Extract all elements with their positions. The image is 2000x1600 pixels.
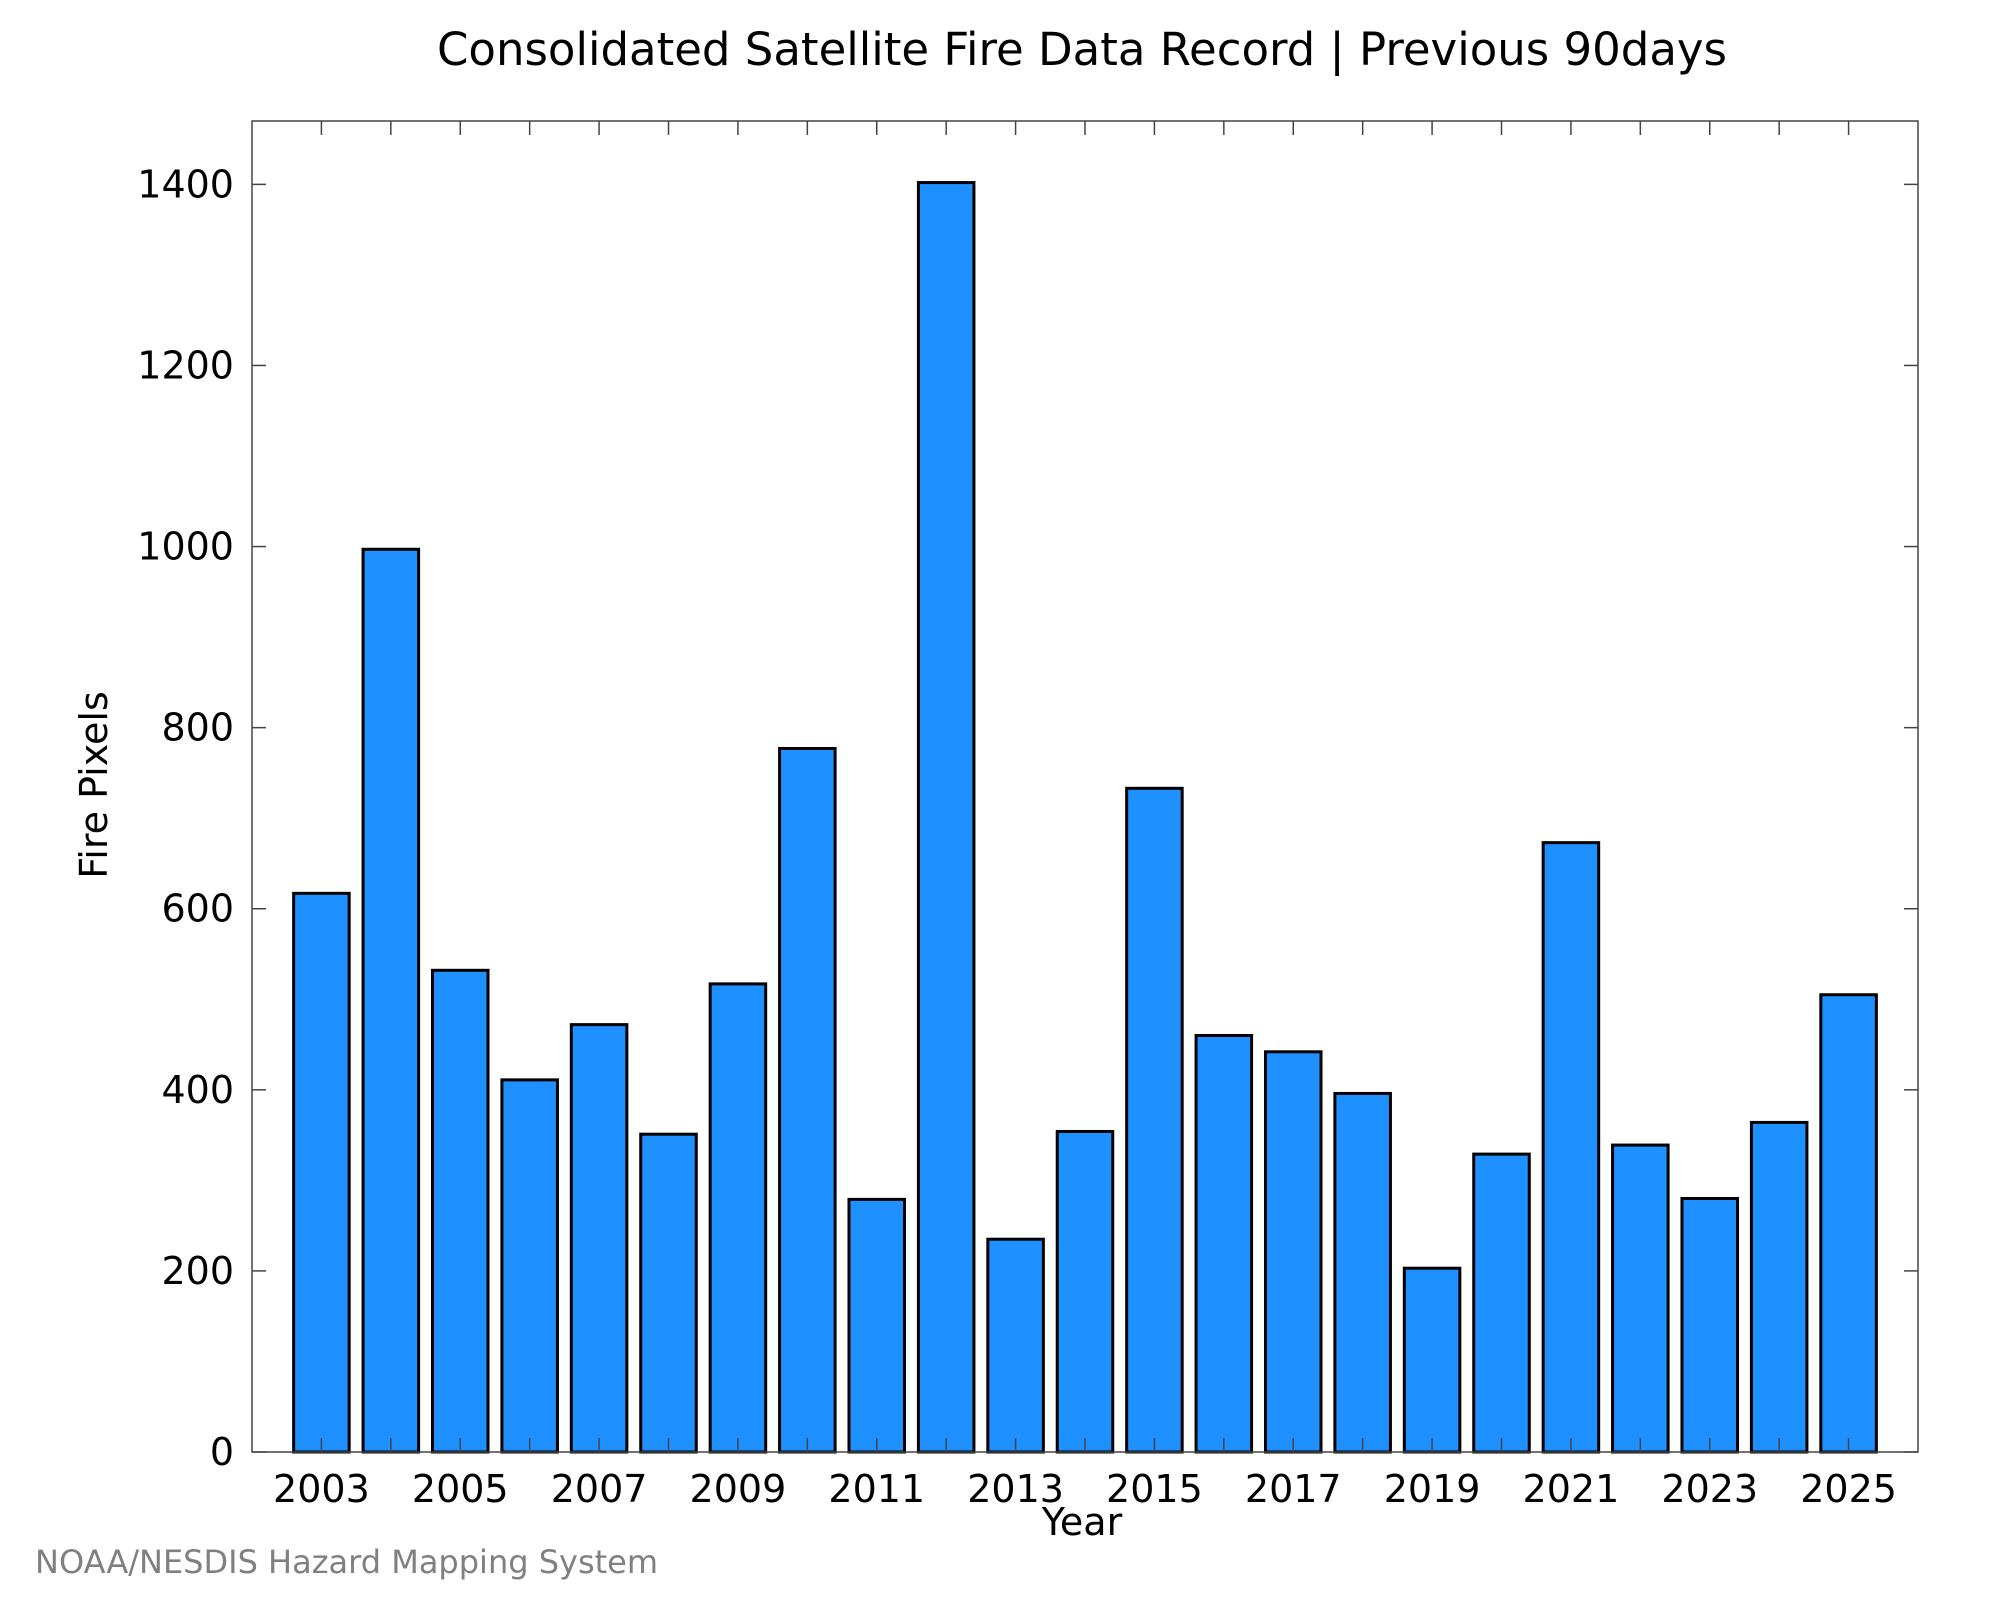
x-tick-label: 2003 [273,1467,370,1511]
bars-group [292,181,1878,1454]
bar-2017 [1263,1050,1323,1454]
bar-2008 [639,1132,698,1454]
x-tick-label: 2021 [1523,1467,1620,1511]
bar-2012 [916,181,976,1454]
bar-2018 [1333,1091,1392,1454]
x-tick-label: 2015 [1106,1467,1203,1511]
x-tick-label: 2011 [828,1467,925,1511]
bar-2023 [1680,1196,1740,1454]
plot-frame [251,120,1919,1453]
bar-2010 [778,746,837,1454]
chart-title: Consolidated Satellite Fire Data Record … [437,23,1727,76]
bar-2022 [1611,1143,1670,1454]
y-tick-label: 200 [161,1249,234,1293]
bar-2013 [986,1237,1045,1454]
bar-2015 [1125,786,1184,1454]
bar-2016 [1194,1034,1254,1454]
bar-2020 [1472,1152,1531,1454]
x-axis-label: Year [1041,1500,1123,1544]
bar-2014 [1055,1129,1115,1454]
x-tick-label: 2013 [967,1467,1064,1511]
x-tick-label: 2005 [412,1467,509,1511]
y-tick-label: 0 [210,1430,234,1474]
bar-2025 [1819,993,1878,1454]
bar-2005 [430,968,490,1454]
y-tick-label: 1200 [137,343,234,387]
x-tick-label: 2025 [1800,1467,1897,1511]
bar-2011 [847,1197,907,1454]
x-tick-label: 2017 [1245,1467,1342,1511]
bar-2006 [500,1078,559,1454]
x-tick-label: 2019 [1384,1467,1481,1511]
bar-2007 [569,1023,629,1454]
bar-2024 [1749,1120,1809,1454]
bar-2019 [1402,1266,1462,1454]
x-tick-label: 2009 [690,1467,787,1511]
ticks-group: 0 200 400 600 800 1000 1200 1400 2003 2005 2007 200… [137,121,1918,1511]
bar-2003 [292,891,351,1454]
y-tick-label: 1400 [137,162,234,206]
bar-2009 [708,982,768,1454]
y-tick-label: 1000 [137,525,234,569]
x-tick-label: 2023 [1661,1467,1758,1511]
y-tick-label: 400 [161,1068,234,1112]
bar-2021 [1541,841,1601,1454]
y-tick-label: 600 [161,887,234,931]
x-tick-label: 2007 [551,1467,648,1511]
bar-2004 [361,547,421,1454]
source-label: NOAA/NESDIS Hazard Mapping System [35,1543,658,1581]
y-tick-label: 800 [161,706,234,750]
y-axis-label: Fire Pixels [72,691,116,879]
